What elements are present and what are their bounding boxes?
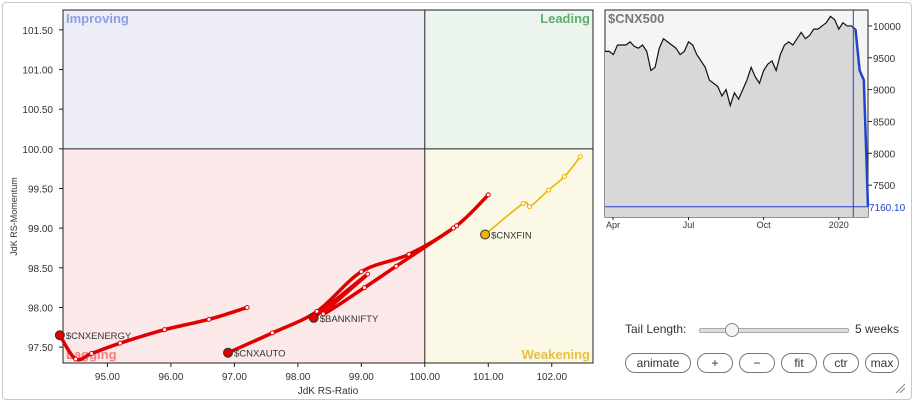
series-tail-point: [73, 356, 79, 362]
series-head-point: [308, 312, 319, 323]
zoom-in-button[interactable]: +: [697, 353, 733, 373]
series-tail-point: [365, 271, 371, 277]
mini-chart-area: [605, 16, 868, 217]
tail-length-slider-knob[interactable]: [724, 323, 739, 337]
y-tick-label: 101.00: [22, 65, 53, 76]
zoom-out-button[interactable]: −: [739, 353, 775, 373]
mini-x-tick-label: Oct: [757, 220, 772, 230]
series-tail-point: [577, 154, 583, 160]
max-button[interactable]: max: [865, 353, 899, 373]
series-tail-point: [320, 311, 326, 317]
y-tick-label: 99.50: [28, 184, 53, 195]
x-tick-label: 101.00: [473, 372, 504, 383]
mini-chart-title: $CNX500: [608, 11, 664, 26]
series-banknifty: $BANKNIFTY: [308, 225, 456, 325]
series-tail-point: [546, 187, 552, 193]
y-tick-label: 98.00: [28, 303, 53, 314]
series-tail-point: [527, 204, 533, 210]
mini-y-tick-label: 9500: [873, 54, 896, 65]
series-label: $CNXFIN: [491, 230, 532, 241]
tail-length-slider[interactable]: [699, 323, 849, 337]
mini-y-tick-label: 10000: [873, 22, 901, 33]
y-tick-label: 99.00: [28, 224, 53, 235]
y-tick-label: 98.50: [28, 264, 53, 275]
mini-x-tick-label: Apr: [606, 220, 620, 230]
series-head-point: [223, 347, 234, 358]
plot-border: [62, 9, 594, 364]
resize-handle-icon[interactable]: [895, 383, 905, 393]
quadrant-label-weakening: Weakening: [522, 347, 590, 362]
animate-button[interactable]: animate: [625, 353, 691, 373]
series-tail-point: [269, 330, 275, 336]
quadrant-label-leading: Leading: [540, 11, 590, 26]
mini-x-tick-label: Jul: [683, 220, 695, 230]
series-tail-point: [361, 285, 367, 291]
tail-length-value: 5 weeks: [855, 322, 900, 336]
y-tick-label: 100.50: [22, 105, 53, 116]
series-tail-point: [117, 340, 123, 346]
mini-y-tick-label: 9000: [873, 86, 896, 97]
y-tick-label: 100.00: [22, 145, 53, 156]
series-tail-point: [162, 327, 168, 333]
mini-last-value-label: 7160.10: [869, 203, 906, 214]
series-tail-point: [393, 263, 399, 269]
series-tail-point: [450, 225, 456, 231]
mini-chart-recent-line: [854, 28, 870, 207]
series-tail-point: [561, 174, 567, 180]
series-label: $CNXAUTO: [234, 349, 286, 360]
x-tick-label: 102.00: [536, 372, 567, 383]
quadrant-weakening: [424, 148, 593, 363]
series-tail-point: [485, 192, 491, 198]
series-label: $BANKNIFTY: [320, 314, 379, 325]
fit-button[interactable]: fit: [781, 353, 817, 373]
mini-y-tick-label: 7500: [873, 181, 896, 192]
quadrant-label-improving: Improving: [66, 11, 129, 26]
x-tick-label: 96.00: [158, 372, 183, 383]
rrg-widget: ImprovingLeadingLaggingWeakening95.0096.…: [2, 2, 912, 400]
controls-panel: Tail Length: 5 weeks animate + − fit ctr…: [623, 319, 913, 379]
mini-y-tick-label: 8000: [873, 149, 896, 160]
series-cnxenergy: $CNXENERGY: [54, 304, 250, 362]
mini-chart-line: [605, 15, 856, 108]
quadrant-improving: [63, 10, 425, 149]
x-axis-label: JdK RS-Ratio: [298, 386, 359, 397]
cnx500-mini-chart: $CNX500 10000 9500 9000 8500 8000 7500 7160.10 A…: [604, 9, 906, 230]
x-tick-label: 97.00: [222, 372, 247, 383]
x-tick-label: 98.00: [285, 372, 310, 383]
center-button[interactable]: ctr: [823, 353, 859, 373]
series-tail-line: [311, 226, 456, 320]
mini-x-tick-label: 2020: [829, 220, 849, 230]
series-tail-point: [206, 316, 212, 322]
series-tail-point: [89, 350, 95, 356]
series-tail-point: [520, 201, 526, 207]
x-tick-label: 99.00: [349, 372, 374, 383]
mini-y-tick-label: 8500: [873, 117, 896, 128]
series-tail-point: [358, 269, 364, 275]
quadrant-leading: [424, 10, 593, 149]
series-head-point: [54, 330, 65, 341]
y-axis-label: JdK RS-Momentum: [9, 177, 19, 256]
series-label: $CNXENERGY: [66, 331, 132, 342]
x-tick-label: 100.00: [409, 372, 440, 383]
y-tick-label: 101.50: [22, 26, 53, 37]
series-cnxfin: $CNXFIN: [480, 154, 583, 241]
x-tick-label: 95.00: [95, 372, 120, 383]
y-tick-label: 97.50: [28, 343, 53, 354]
quadrant-lagging: [63, 148, 425, 363]
tail-length-label: Tail Length:: [625, 322, 687, 336]
series-head-point: [480, 229, 491, 240]
series-tail-point: [244, 304, 250, 310]
series-tail-point: [454, 223, 460, 229]
